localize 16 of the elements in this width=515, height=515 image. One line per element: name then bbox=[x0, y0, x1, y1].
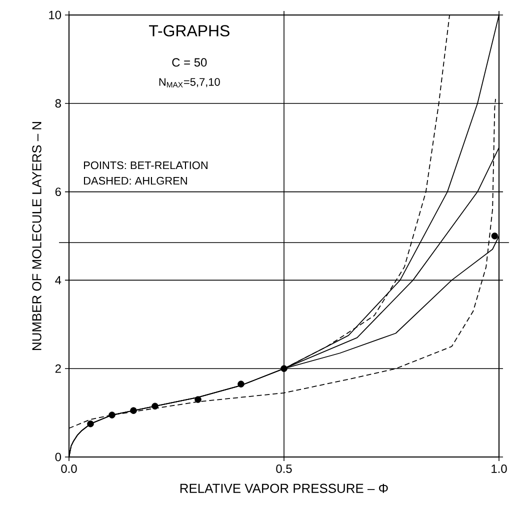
y-tick-label: 10 bbox=[49, 10, 62, 20]
x-axis-title: RELATIVE VAPOR PRESSURE – Φ bbox=[180, 484, 388, 493]
y-tick-label: 0 bbox=[55, 452, 62, 462]
y-tick-label: 6 bbox=[55, 188, 61, 196]
y-tick-label: 2 bbox=[55, 364, 61, 373]
x-tick-label: 0.5 bbox=[276, 464, 292, 473]
annotation: N$_{MAX}$=5,7,10 bbox=[159, 78, 220, 88]
annotation: POINTS: BET-RELATION bbox=[84, 161, 208, 170]
y-tick-label: 4 bbox=[55, 276, 62, 284]
x-tick-label: 0.0 bbox=[61, 464, 77, 473]
x-tick-label: 1.0 bbox=[492, 464, 507, 473]
annotation: C = 50 bbox=[172, 58, 207, 67]
y-tick-label: 8 bbox=[55, 99, 61, 108]
annotation: DASHED: AHLGREN bbox=[84, 176, 187, 185]
y-axis-title: NUMBER OF MOLECULE LAYERS – N bbox=[32, 122, 42, 350]
chart-title: T-GRAPHS bbox=[149, 25, 230, 36]
